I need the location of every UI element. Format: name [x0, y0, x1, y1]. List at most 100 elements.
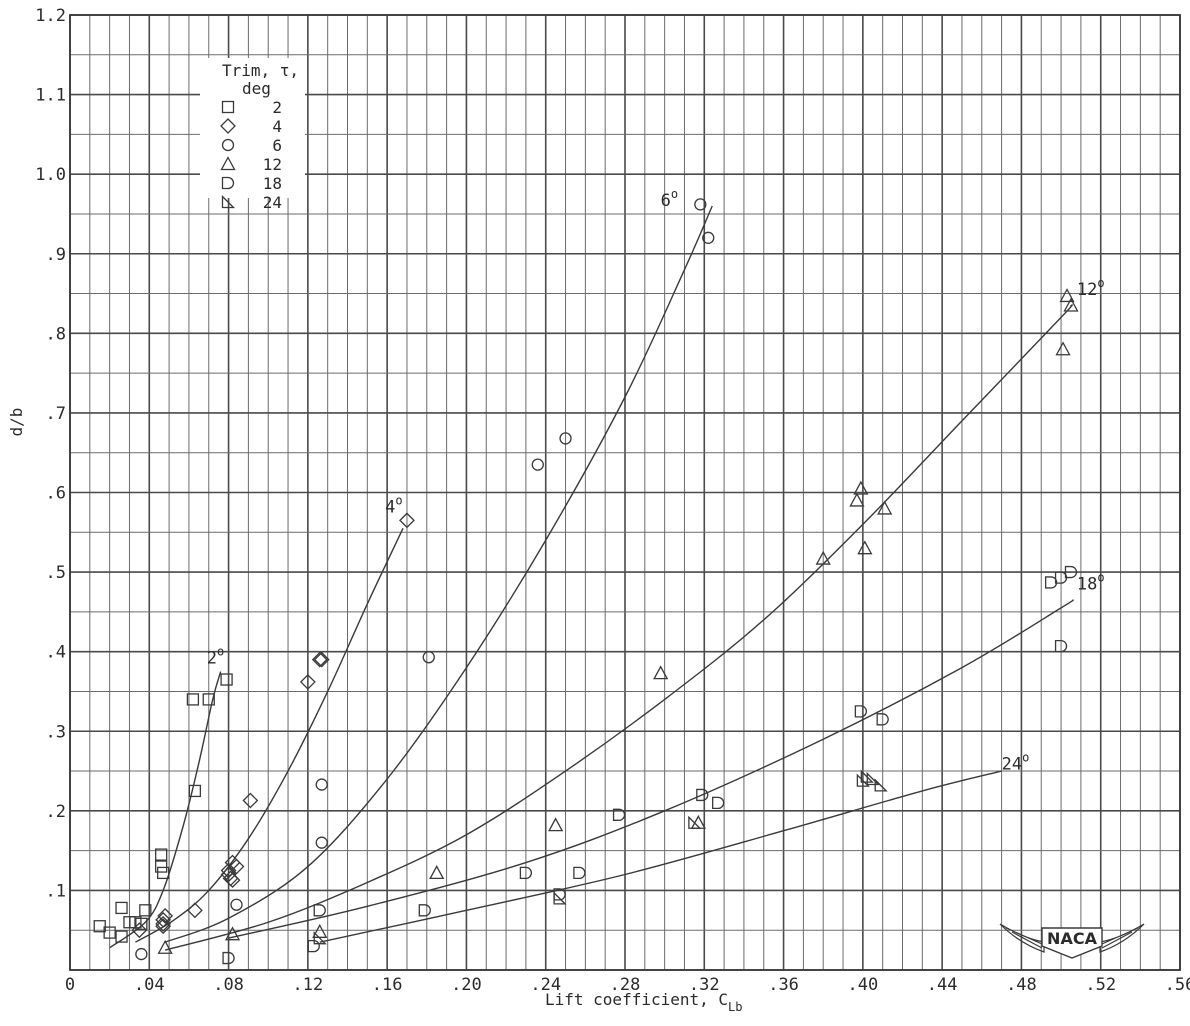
- x-tick-label: .08: [213, 975, 244, 995]
- data-point-12deg: [849, 492, 865, 507]
- x-tick-label: .40: [847, 975, 878, 995]
- fit-curve-6deg: [164, 205, 713, 943]
- data-point-6deg: [702, 231, 715, 244]
- data-point-12deg: [224, 926, 241, 941]
- data-point-2deg: [188, 784, 202, 798]
- data-point-12deg: [653, 665, 669, 680]
- x-tick-label: .12: [292, 975, 323, 995]
- plot-frame: [69, 14, 1181, 971]
- x-tick-label: .52: [1085, 975, 1116, 995]
- data-point-4deg: [186, 902, 203, 919]
- data-point-4deg: [242, 792, 259, 809]
- data-point-6deg: [559, 432, 572, 445]
- x-tick-label: .32: [689, 975, 720, 995]
- x-tick-label: .48: [1006, 975, 1037, 995]
- data-point-4deg: [228, 858, 245, 875]
- x-axis-label: Lift coefficient, CLb: [545, 990, 742, 1014]
- data-point-18deg: [612, 808, 626, 821]
- data-point-2deg: [157, 866, 170, 880]
- fit-curve-12deg: [164, 304, 1073, 951]
- data-point-2deg: [202, 693, 215, 706]
- naca-wing-right: [1099, 923, 1145, 953]
- data-point-4deg: [399, 512, 415, 529]
- curve-label-18deg: 18o: [1077, 571, 1105, 595]
- data-point-6deg: [315, 778, 328, 791]
- y-tick-label: .9: [46, 245, 66, 265]
- data-points: [93, 198, 1079, 965]
- data-point-18deg: [418, 904, 431, 917]
- naca-logo-text: NACA: [1047, 929, 1098, 948]
- x-tick-label: .28: [610, 975, 641, 995]
- legend-label-4deg: 4: [272, 117, 282, 136]
- legend-label-6deg: 6: [272, 136, 282, 155]
- data-point-4deg: [299, 673, 316, 690]
- x-tick-label: .24: [530, 975, 561, 995]
- legend-marker-18deg: [221, 176, 235, 190]
- data-point-4deg: [224, 872, 241, 888]
- data-point-2deg: [115, 930, 128, 943]
- data-point-4deg: [131, 922, 148, 939]
- legend-title-line1: Trim, τ,: [222, 61, 299, 80]
- y-axis-label: d/b: [7, 408, 26, 437]
- data-point-4deg: [311, 651, 328, 668]
- y-tick-label: 1.0: [35, 165, 66, 185]
- data-point-12deg: [1059, 288, 1075, 303]
- curve-label-12deg: 12o: [1077, 276, 1105, 300]
- naca-shield: [1041, 927, 1103, 959]
- data-point-12deg: [548, 817, 564, 832]
- data-point-18deg: [696, 788, 709, 802]
- data-point-2deg: [135, 917, 148, 930]
- y-tick-label: 1.1: [35, 86, 66, 106]
- y-tick-label: .1: [46, 881, 66, 901]
- data-point-18deg: [854, 705, 867, 718]
- legend-label-12deg: 12: [263, 155, 282, 174]
- data-point-4deg: [157, 907, 174, 924]
- data-point-18deg: [1064, 565, 1078, 579]
- data-point-12deg: [853, 480, 869, 495]
- y-tick-label: .3: [46, 722, 66, 742]
- data-point-18deg: [519, 866, 532, 880]
- x-tick-labels: 0 .04 .08 .12 .16 .20 .24 .28 .32 .36 .40 .44 .48 .52…: [65, 975, 1190, 995]
- data-point-12deg: [157, 939, 173, 954]
- y-tick-label: .4: [46, 643, 66, 663]
- curve-label-2deg: 2o: [207, 645, 224, 669]
- x-tick-label: .56: [1165, 975, 1190, 995]
- data-point-6deg: [694, 198, 707, 211]
- data-point-12deg: [815, 550, 831, 565]
- naca-logo: NACA: [999, 923, 1145, 959]
- curve-labels: 2o 4o 6o 12o 18o 24o: [207, 187, 1105, 774]
- fit-curve-24deg: [319, 770, 1002, 943]
- data-point-18deg: [712, 796, 725, 810]
- y-tick-labels: .1 .2 .3 .4 .5 .6 .7 .8 .9 1.0 1.1 1.2: [35, 6, 66, 901]
- data-point-4deg: [155, 918, 172, 935]
- y-tick-label: .2: [46, 802, 66, 822]
- fit-curve-18deg: [228, 599, 1074, 939]
- legend-marker-12deg: [220, 156, 236, 171]
- data-point-6deg: [135, 947, 148, 961]
- data-point-24deg: [874, 778, 888, 792]
- x-tick-label: .04: [134, 975, 165, 995]
- x-tick-label: .36: [768, 975, 799, 995]
- data-point-4deg: [313, 651, 330, 668]
- data-point-6deg: [315, 836, 328, 849]
- data-point-6deg: [230, 898, 243, 911]
- data-point-4deg: [155, 911, 172, 928]
- data-point-24deg: [553, 891, 567, 905]
- fit-curve-2deg: [109, 671, 222, 949]
- data-point-2deg: [186, 693, 200, 706]
- data-point-24deg: [688, 815, 702, 829]
- data-point-12deg: [1063, 297, 1079, 312]
- legend-marker-24deg: [221, 194, 236, 209]
- data-point-12deg: [429, 865, 445, 880]
- fit-curve-4deg: [135, 528, 404, 943]
- data-point-24deg: [856, 773, 870, 787]
- data-point-12deg: [1055, 341, 1071, 356]
- y-tick-label: .7: [46, 404, 66, 424]
- legend-marker-6deg: [221, 138, 235, 152]
- x-tick-label: .16: [372, 975, 403, 995]
- legend-box: [200, 58, 305, 198]
- data-point-2deg: [220, 673, 233, 686]
